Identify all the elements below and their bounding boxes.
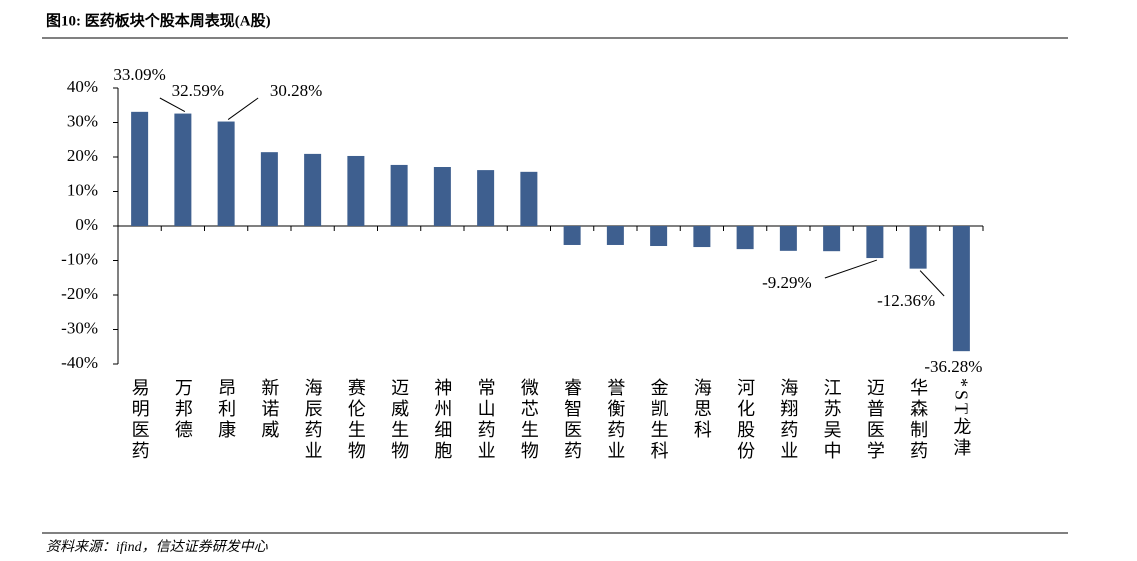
x-tick-label: 海翔药业 xyxy=(778,378,798,462)
bar xyxy=(131,111,149,226)
x-tick-label: 江苏吴中 xyxy=(822,378,842,462)
x-tick-label: 微芯生物 xyxy=(519,378,539,462)
value-label: 33.09% xyxy=(113,65,165,84)
bar xyxy=(563,226,581,245)
title: 图10: 医药板块个股本周表现(A股) xyxy=(46,11,271,29)
bar xyxy=(390,164,408,226)
x-tick-label: 华森制药 xyxy=(908,378,928,462)
leader-line xyxy=(159,97,186,113)
bar xyxy=(433,167,451,226)
value-label: -9.29% xyxy=(762,273,812,292)
y-tick-label: -30% xyxy=(61,318,98,337)
y-tick-label: 0% xyxy=(75,215,98,234)
x-tick-label: 金凯生科 xyxy=(649,378,669,462)
bar xyxy=(736,226,754,250)
x-tick-label: 万邦德 xyxy=(173,378,193,441)
value-label: -12.36% xyxy=(877,291,935,310)
leader-line xyxy=(227,97,259,120)
value-label: 30.28% xyxy=(270,81,322,100)
y-tick-label: 20% xyxy=(67,146,98,165)
bar xyxy=(693,226,711,248)
x-tick-label: 易明医药 xyxy=(130,378,150,462)
bar xyxy=(909,226,927,269)
leader-line xyxy=(824,259,878,279)
bar xyxy=(952,226,970,352)
y-tick-label: -20% xyxy=(61,284,98,303)
bar xyxy=(650,226,668,247)
bar xyxy=(520,171,538,226)
x-tick-label: 迈普医学 xyxy=(865,378,885,462)
x-tick-label: 神州细胞 xyxy=(432,378,452,462)
x-tick-label: 河化股份 xyxy=(735,378,755,462)
x-tick-label: 海辰药业 xyxy=(303,378,323,462)
x-tick-label: 誉衡药业 xyxy=(605,378,625,462)
bar xyxy=(260,152,278,226)
bar xyxy=(347,155,365,226)
y-tick-label: -40% xyxy=(61,353,98,372)
x-tick-label: 迈威生物 xyxy=(389,378,409,462)
value-label: 32.59% xyxy=(172,81,224,100)
x-tick-label: 赛伦生物 xyxy=(346,378,366,462)
y-tick-label: 30% xyxy=(67,111,98,130)
y-tick-label: 10% xyxy=(67,180,98,199)
x-tick-label: 睿智医药 xyxy=(562,378,582,462)
bar xyxy=(217,121,235,226)
bar xyxy=(304,153,322,226)
source: 资料来源：ifind，信达证券研发中心 xyxy=(46,539,269,555)
bar xyxy=(823,226,841,252)
x-tick-label: *ST龙津 xyxy=(951,378,971,459)
value-label: -36.28% xyxy=(924,357,982,376)
bar xyxy=(779,226,797,251)
leader-line xyxy=(919,270,945,297)
x-tick-label: 新诺威 xyxy=(259,378,279,441)
y-tick-label: 40% xyxy=(67,77,98,96)
bar xyxy=(174,113,192,226)
bar xyxy=(866,226,884,259)
x-tick-label: 常山药业 xyxy=(476,378,496,462)
x-tick-label: 海思科 xyxy=(692,378,712,441)
y-tick-label: -10% xyxy=(61,249,98,268)
bar xyxy=(606,226,624,245)
x-tick-label: 昂利康 xyxy=(216,378,236,441)
bar xyxy=(477,170,495,226)
